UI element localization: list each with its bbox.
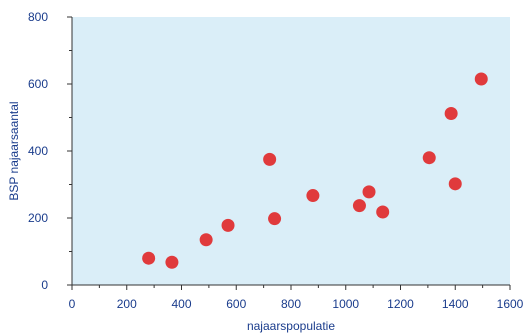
data-point (221, 218, 235, 232)
y-tick-label: 200 (28, 211, 48, 225)
data-point (362, 185, 376, 199)
data-points (142, 72, 488, 269)
y-tick-label: 800 (28, 10, 48, 24)
x-tick-label: 0 (69, 297, 76, 311)
x-tick-label: 600 (226, 297, 246, 311)
plot-area (72, 17, 510, 285)
data-point (474, 72, 488, 86)
x-tick-label: 1000 (332, 297, 359, 311)
data-point (142, 251, 156, 265)
y-axis-ticks: 0 200 400 600 800 (28, 10, 72, 292)
y-tick-label: 400 (28, 144, 48, 158)
x-axis-title: najaarspopulatie (247, 319, 335, 333)
data-point (448, 177, 462, 191)
x-tick-label: 1200 (387, 297, 414, 311)
x-tick-label: 1600 (497, 297, 524, 311)
x-tick-label: 800 (281, 297, 301, 311)
data-point (263, 152, 277, 166)
x-axis-ticks: 0 200 400 600 800 1000 1200 1400 1600 (69, 285, 524, 311)
y-axis-title: BSP najaarsaantal (7, 101, 21, 200)
data-point (268, 212, 282, 226)
y-tick-label: 600 (28, 77, 48, 91)
x-tick-label: 200 (117, 297, 137, 311)
y-tick-label: 0 (41, 278, 48, 292)
data-point (422, 151, 436, 165)
data-point (444, 106, 458, 120)
data-point (376, 205, 390, 219)
x-tick-label: 1400 (442, 297, 469, 311)
data-point (165, 255, 179, 269)
data-point (352, 199, 366, 213)
x-tick-label: 400 (171, 297, 191, 311)
data-point (306, 189, 320, 203)
data-point (199, 233, 213, 247)
